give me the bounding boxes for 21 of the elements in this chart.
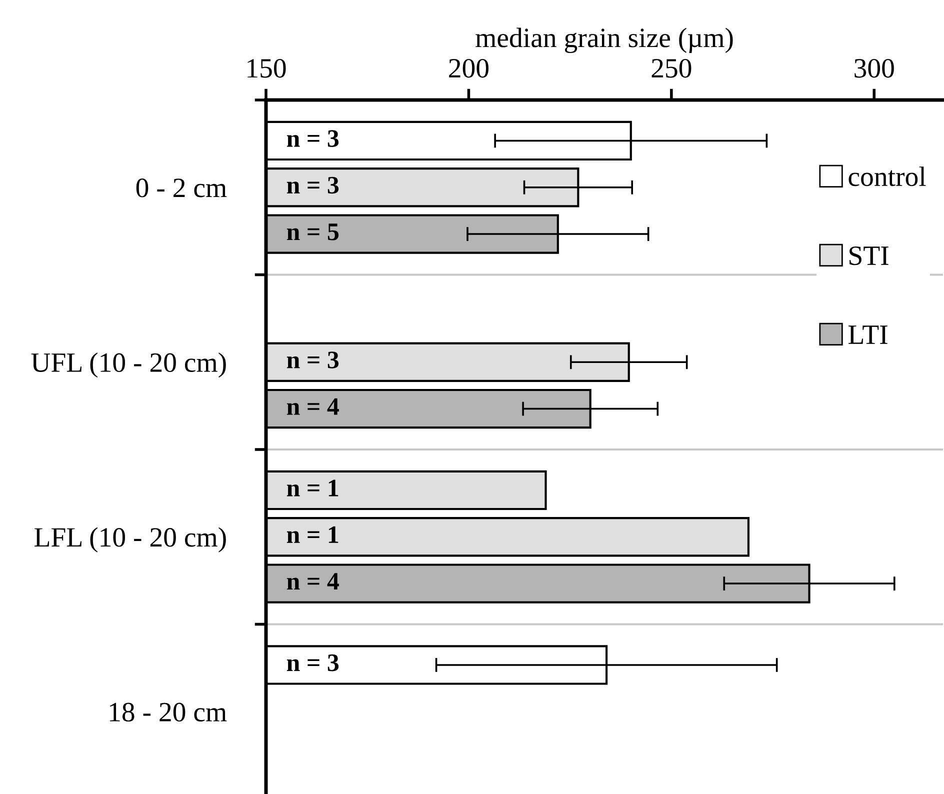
- x-tick-label: 150: [248, 58, 286, 78]
- y-tick-label: 0 - 2 cm: [136, 178, 227, 198]
- annotation: n = 1: [286, 480, 338, 496]
- annotation: n = 3: [286, 352, 339, 368]
- x-tick-label: 300: [854, 58, 894, 78]
- x-tick-label: 200: [449, 58, 488, 78]
- annotation: n = 4: [286, 398, 339, 415]
- legend-label: LTI: [848, 326, 888, 344]
- y-tick-label: 18 - 20 cm: [110, 702, 227, 722]
- annotation: n = 3: [286, 176, 339, 194]
- annotation: n = 3: [286, 654, 339, 672]
- y-tick-label: UFL (10 - 20 cm): [31, 352, 226, 378]
- legend-label: control: [848, 166, 926, 186]
- annotation: n = 5: [286, 224, 339, 240]
- x-axis-title: median grain size (µm): [476, 28, 733, 54]
- y-tick-label: LFL (10 - 20 cm): [34, 527, 226, 552]
- annotation: n = 3: [286, 130, 339, 147]
- x-tick-label: 250: [652, 58, 692, 78]
- legend-label: STI: [850, 246, 888, 266]
- annotation: n = 1: [286, 526, 338, 543]
- annotation: n = 4: [286, 573, 339, 590]
